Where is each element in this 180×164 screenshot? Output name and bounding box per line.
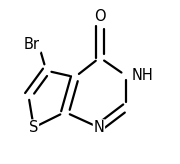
Text: Br: Br [24, 37, 40, 52]
Text: O: O [94, 9, 106, 24]
Text: NH: NH [132, 68, 154, 83]
Text: N: N [93, 120, 104, 135]
Text: S: S [29, 120, 38, 135]
